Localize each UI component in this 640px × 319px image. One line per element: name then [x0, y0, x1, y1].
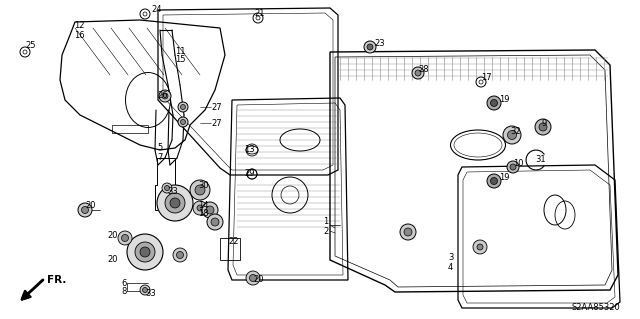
Text: 31: 31: [535, 155, 546, 165]
Circle shape: [135, 242, 155, 262]
Circle shape: [207, 214, 223, 230]
Text: 27: 27: [211, 118, 221, 128]
Text: 33: 33: [167, 188, 178, 197]
Text: 8: 8: [121, 286, 126, 295]
Text: FR.: FR.: [47, 275, 67, 285]
Text: 30: 30: [198, 181, 209, 189]
Text: 2: 2: [323, 226, 328, 235]
Circle shape: [178, 102, 188, 112]
Circle shape: [162, 93, 168, 99]
Circle shape: [180, 120, 186, 124]
Circle shape: [539, 123, 547, 131]
Text: 5: 5: [157, 144, 163, 152]
Circle shape: [503, 126, 521, 144]
Circle shape: [490, 100, 497, 107]
Circle shape: [246, 271, 260, 285]
Text: 24: 24: [151, 5, 161, 14]
Circle shape: [400, 224, 416, 240]
Circle shape: [206, 206, 214, 214]
Text: 20: 20: [107, 256, 118, 264]
Circle shape: [250, 275, 257, 281]
Circle shape: [197, 205, 203, 211]
Circle shape: [140, 9, 150, 19]
Circle shape: [177, 251, 184, 258]
Circle shape: [140, 285, 150, 295]
Text: 6: 6: [121, 278, 126, 287]
Text: 23: 23: [374, 39, 385, 48]
Circle shape: [404, 228, 412, 236]
Circle shape: [180, 105, 186, 109]
Text: 4: 4: [448, 263, 453, 271]
Circle shape: [364, 41, 376, 53]
Text: 11: 11: [175, 48, 186, 56]
Text: 7: 7: [157, 152, 163, 161]
Text: 22: 22: [228, 238, 239, 247]
Text: 1: 1: [323, 217, 328, 226]
Circle shape: [157, 185, 193, 221]
Circle shape: [477, 244, 483, 250]
Text: 10: 10: [513, 159, 524, 167]
Circle shape: [122, 234, 129, 241]
Circle shape: [81, 206, 88, 213]
Text: 28: 28: [418, 64, 429, 73]
Text: 20: 20: [107, 231, 118, 240]
Text: 20: 20: [253, 276, 264, 285]
Circle shape: [127, 234, 163, 270]
Text: 3: 3: [448, 254, 453, 263]
Text: 13: 13: [244, 145, 255, 154]
Circle shape: [178, 117, 188, 127]
Circle shape: [507, 161, 519, 173]
Circle shape: [510, 164, 516, 170]
Text: 18: 18: [198, 210, 209, 219]
Text: 14: 14: [198, 201, 209, 210]
Circle shape: [118, 231, 132, 245]
Text: 9: 9: [541, 118, 547, 128]
Text: 26: 26: [157, 92, 168, 100]
Circle shape: [202, 202, 218, 218]
Circle shape: [165, 193, 185, 213]
Circle shape: [190, 180, 210, 200]
Circle shape: [535, 119, 551, 135]
Circle shape: [143, 287, 147, 293]
Circle shape: [20, 47, 30, 57]
Text: 16: 16: [74, 31, 84, 40]
Circle shape: [412, 67, 424, 79]
Circle shape: [487, 96, 501, 110]
Text: 32: 32: [510, 127, 520, 136]
Circle shape: [78, 203, 92, 217]
Text: 25: 25: [25, 41, 35, 50]
Circle shape: [140, 247, 150, 257]
Circle shape: [162, 183, 172, 193]
Text: 29: 29: [244, 169, 255, 179]
Circle shape: [173, 248, 187, 262]
Circle shape: [193, 201, 207, 215]
Text: 27: 27: [211, 102, 221, 112]
Circle shape: [473, 240, 487, 254]
Text: 17: 17: [481, 73, 492, 83]
Circle shape: [490, 177, 497, 184]
Circle shape: [487, 174, 501, 188]
Text: 19: 19: [499, 173, 509, 182]
Circle shape: [195, 185, 205, 195]
Circle shape: [164, 186, 170, 190]
Text: 19: 19: [499, 94, 509, 103]
Circle shape: [367, 44, 373, 50]
Text: 21: 21: [254, 10, 264, 19]
Text: 20: 20: [85, 202, 95, 211]
Text: 12: 12: [74, 21, 84, 31]
Text: S2AA85320: S2AA85320: [572, 303, 621, 313]
Circle shape: [508, 130, 516, 139]
Text: 15: 15: [175, 56, 186, 64]
Circle shape: [211, 218, 219, 226]
Circle shape: [415, 70, 421, 76]
Circle shape: [170, 198, 180, 208]
Circle shape: [253, 13, 263, 23]
Circle shape: [159, 90, 171, 102]
Text: 33: 33: [145, 288, 156, 298]
